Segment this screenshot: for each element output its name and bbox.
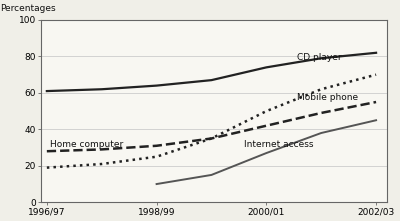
Text: CD player: CD player	[296, 53, 341, 62]
Text: Home computer: Home computer	[50, 140, 123, 149]
Text: Internet access: Internet access	[244, 140, 314, 149]
Text: Percentages: Percentages	[0, 4, 56, 13]
Text: Mobile phone: Mobile phone	[296, 93, 358, 102]
